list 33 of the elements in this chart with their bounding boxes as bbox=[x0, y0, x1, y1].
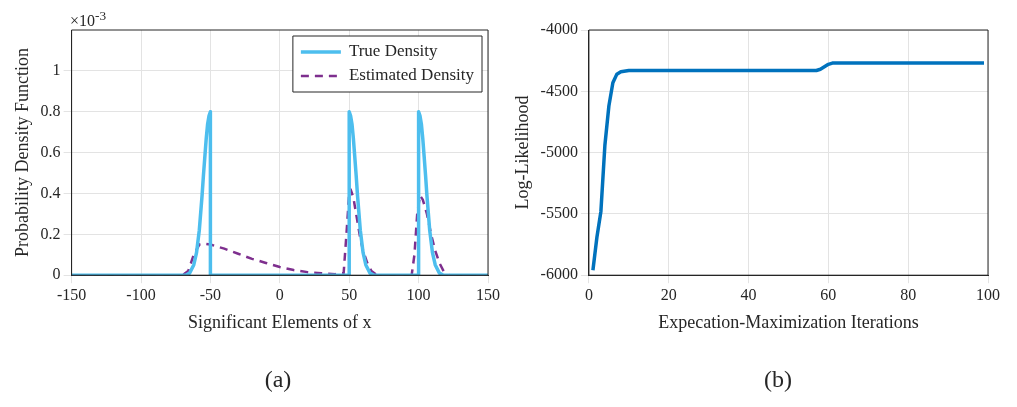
y-tick-label: -4000 bbox=[540, 20, 578, 38]
legend-label: True Density bbox=[348, 41, 439, 61]
y-tick-label: -6000 bbox=[540, 265, 578, 283]
y-tick-label: -5000 bbox=[540, 142, 578, 160]
x-axis-title: Significant Elements of x bbox=[188, 311, 372, 332]
x-axis-title: Expecation-Maximization Iterations bbox=[658, 311, 919, 332]
legend-label: Estimated Density bbox=[348, 65, 475, 85]
y-tick-label: -5500 bbox=[540, 204, 578, 222]
y-tick-label: 0.8 bbox=[40, 101, 61, 119]
x-tick-label: 100 bbox=[406, 286, 431, 303]
y-tick-label: 0.6 bbox=[40, 142, 61, 160]
x-tick-label: 150 bbox=[476, 286, 500, 303]
x-tick-label: -100 bbox=[126, 286, 156, 303]
y-tick-label: 0.4 bbox=[40, 183, 61, 201]
y-tick-label: 0 bbox=[52, 265, 61, 283]
x-tick-label: 0 bbox=[275, 286, 284, 303]
text: ×10$^{-3}$ bbox=[70, 8, 107, 31]
x-tick-label: 20 bbox=[660, 286, 677, 303]
text: (b) bbox=[763, 366, 793, 393]
x-tick-label: -150 bbox=[56, 286, 87, 303]
x-tick-label: 100 bbox=[976, 286, 1000, 303]
y-tick-label: 0.2 bbox=[40, 224, 61, 242]
x-tick-label: 50 bbox=[341, 286, 358, 303]
y-tick-label: -4500 bbox=[540, 81, 578, 99]
x-tick-label: 40 bbox=[740, 286, 757, 303]
x-tick-label: 80 bbox=[900, 286, 917, 303]
y-axis-title: Log-Likelihood bbox=[511, 95, 532, 210]
y-tick-label: 1 bbox=[52, 61, 61, 79]
y-axis-title: Probability Density Function bbox=[11, 48, 32, 258]
x-tick-label: 60 bbox=[820, 286, 837, 303]
x-tick-label: 0 bbox=[584, 286, 593, 303]
x-tick-label: -50 bbox=[199, 286, 222, 303]
text: (a) bbox=[263, 366, 293, 393]
